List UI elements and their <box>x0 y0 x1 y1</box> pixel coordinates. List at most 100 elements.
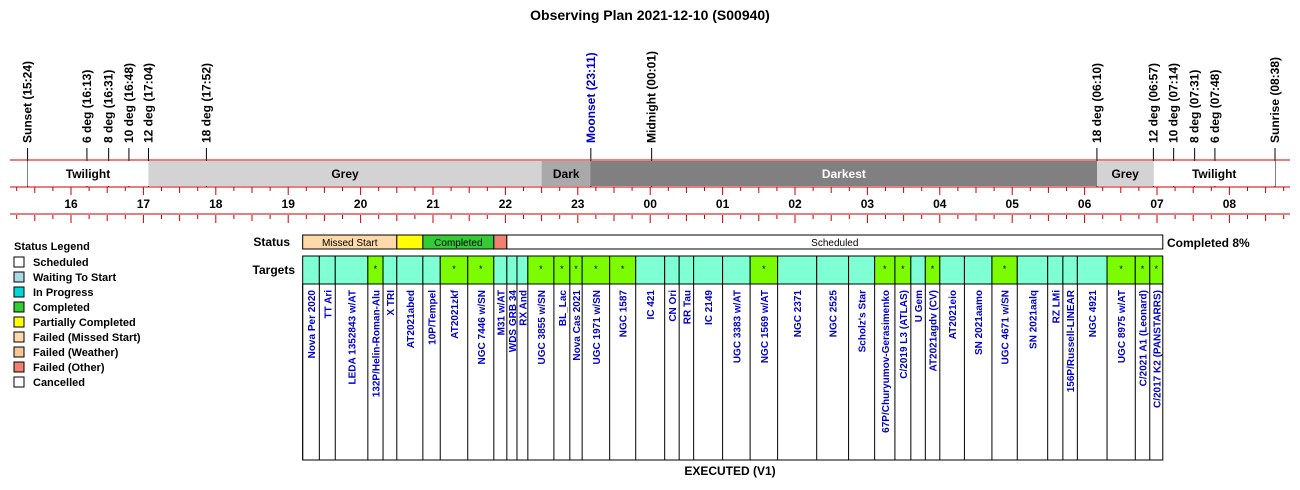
legend-label: Cancelled <box>33 377 85 389</box>
target-name-c-2017-k2-panstarrs[interactable]: C/2017 K2 (PANSTARRS) <box>1152 290 1163 408</box>
target-block-at2021eio[interactable] <box>939 255 965 285</box>
status-segment-unlabeled <box>396 234 424 250</box>
target-name-10p-tempel[interactable]: 10P/Tempel <box>428 290 439 345</box>
target-name-leda-1352843-w-at[interactable]: LEDA 1352843 w/AT <box>348 290 359 384</box>
target-name-scholz-s-star[interactable]: Scholz's Star <box>858 290 869 353</box>
sky-period-grey <box>1096 161 1154 186</box>
event-label-6-deg-16-13: 6 deg (16:13) <box>80 70 94 143</box>
target-done-marker: * <box>1141 264 1145 274</box>
target-name-c-2019-l3-atlas[interactable]: C/2019 L3 (ATLAS) <box>899 290 910 379</box>
legend-swatch-in-progress <box>13 286 25 298</box>
event-label-10-deg-07-14: 10 deg (07:14) <box>1167 63 1181 143</box>
target-block-ngc-2371[interactable] <box>777 255 818 285</box>
target-block-ic-421[interactable] <box>635 255 666 285</box>
target-name-tt-ari[interactable]: TT Ari <box>323 290 334 319</box>
target-name-156p-russell-linear[interactable]: 156P/Russell-LINEAR <box>1066 289 1077 392</box>
target-name-ic-2149[interactable]: IC 2149 <box>704 290 715 325</box>
target-name-67p-churyumov-gerasimenko[interactable]: 67P/Churyumov-Gerasimenko <box>881 290 892 433</box>
target-name-ngc-4921[interactable]: NGC 4921 <box>1088 290 1099 338</box>
target-block-rz-lmi[interactable] <box>1047 255 1064 285</box>
target-block-m31-w-at[interactable] <box>493 255 508 285</box>
target-block-leda-1352843-w-at[interactable] <box>334 255 369 285</box>
target-block-ic-2149[interactable] <box>693 255 724 285</box>
event-label-sunset-15-24: Sunset (15:24) <box>21 61 35 143</box>
target-done-marker: * <box>931 264 935 274</box>
target-block-at2021zkf[interactable] <box>439 255 469 285</box>
targets-row-label: Targets <box>253 263 296 277</box>
target-name-at2021eio[interactable]: AT2021eio <box>948 290 959 339</box>
target-name-ngc-1569-w-at[interactable]: NGC 1569 w/AT <box>760 290 771 363</box>
target-name-ic-421[interactable]: IC 421 <box>646 290 657 320</box>
target-block-scholz-s-star[interactable] <box>848 255 876 285</box>
target-block-wds-grb-34[interactable] <box>506 255 518 285</box>
target-name-c-2021-a1-leonard[interactable]: C/2021 A1 (Leonard) <box>1139 290 1150 386</box>
hour-tick-label: 02 <box>788 197 802 211</box>
sky-period-label: Darkest <box>822 167 866 181</box>
target-block-at2021abed[interactable] <box>396 255 424 285</box>
target-block-ugc-3383-w-at[interactable] <box>722 255 751 285</box>
event-label-8-deg-07-31: 8 deg (07:31) <box>1188 70 1202 143</box>
target-name-sn-2021aamo[interactable]: SN 2021aamo <box>974 290 985 355</box>
target-block-ngc-4921[interactable] <box>1076 255 1108 285</box>
target-name-ngc-2525[interactable]: NGC 2525 <box>829 290 840 338</box>
target-name-m31-w-at[interactable]: M31 w/AT <box>496 290 507 335</box>
hour-tick-label: 06 <box>1078 197 1092 211</box>
legend-swatch-failed-other <box>13 361 25 373</box>
target-done-marker: * <box>901 264 905 274</box>
executed-label: EXECUTED (V1) <box>684 464 775 478</box>
event-label-12-deg-06-57: 12 deg (06:57) <box>1146 63 1160 143</box>
target-name-wds-grb-34[interactable]: WDS GRB 34 <box>508 290 519 353</box>
target-name-ugc-8975-w-at[interactable]: UGC 8975 w/AT <box>1117 290 1128 363</box>
target-name-ngc-7446-w-sn[interactable]: NGC 7446 w/SN <box>477 290 488 364</box>
target-block-u-gem[interactable] <box>910 255 926 285</box>
target-name-at2021abed[interactable]: AT2021abed <box>406 290 417 348</box>
target-name-ugc-3855-w-sn[interactable]: UGC 3855 w/SN <box>537 290 548 364</box>
target-block-ugc-3855-w-sn[interactable] <box>527 255 555 285</box>
target-block-10p-tempel[interactable] <box>422 255 441 285</box>
target-name-at2021agdv-cv[interactable]: AT2021agdv (CV) <box>929 290 940 372</box>
hour-tick-label: 05 <box>1006 197 1020 211</box>
sky-period-label: Dark <box>553 167 580 181</box>
sky-period-label: Grey <box>1111 167 1139 181</box>
sky-period-dark <box>541 161 591 186</box>
target-block-x-tri[interactable] <box>382 255 398 285</box>
target-name-ngc-1587[interactable]: NGC 1587 <box>619 290 630 338</box>
legend-label: Failed (Weather) <box>33 347 119 359</box>
target-name-nova-per-2020[interactable]: Nova Per 2020 <box>307 290 318 359</box>
target-name-at2021zkf[interactable]: AT2021zkf <box>450 289 461 338</box>
target-block-c-2017-k2-panstarrs[interactable] <box>1149 255 1164 285</box>
target-block-sn-2021aalq[interactable] <box>1016 255 1049 285</box>
hour-tick-label: 07 <box>1150 197 1164 211</box>
event-label-18-deg-06-10: 18 deg (06:10) <box>1090 63 1104 143</box>
target-name-x-tri[interactable]: X TRI <box>386 290 397 316</box>
target-name-ugc-3383-w-at[interactable]: UGC 3383 w/AT <box>732 290 743 363</box>
target-name-cn-ori[interactable]: CN Ori <box>668 290 679 322</box>
hour-tick-label: 23 <box>571 197 585 211</box>
target-name-132p-helin-roman-alu[interactable]: 132P/Helin-Roman-Alu <box>371 290 382 397</box>
target-block-nova-per-2020[interactable] <box>302 255 320 285</box>
target-block-ngc-1587[interactable] <box>609 255 637 285</box>
target-name-u-gem[interactable]: U Gem <box>914 290 925 322</box>
target-block-ngc-2525[interactable] <box>816 255 850 285</box>
hour-tick-label: 19 <box>282 197 296 211</box>
target-name-ugc-4671-w-sn[interactable]: UGC 4671 w/SN <box>1001 290 1012 364</box>
target-block-sn-2021aamo[interactable] <box>963 255 993 285</box>
target-name-sn-2021aalq[interactable]: SN 2021aalq <box>1028 290 1039 349</box>
target-block-156p-russell-linear[interactable] <box>1062 255 1078 285</box>
target-block-rr-tau[interactable] <box>678 255 695 285</box>
target-name-rr-tau[interactable]: RR Tau <box>682 290 693 324</box>
legend-swatch-failed-weather <box>13 346 25 358</box>
legend-title: Status Legend <box>14 241 90 253</box>
target-name-rz-lmi[interactable]: RZ LMi <box>1051 290 1062 324</box>
target-name-bl-lac[interactable]: BL_Lac <box>558 290 569 327</box>
target-name-rx-and[interactable]: RX And <box>518 290 529 326</box>
target-name-ugc-1971-w-sn[interactable]: UGC 1971 w/SN <box>592 290 603 364</box>
target-block-ugc-8975-w-at[interactable] <box>1106 255 1136 285</box>
target-block-rx-and[interactable] <box>516 255 529 285</box>
target-block-tt-ari[interactable] <box>318 255 336 285</box>
hour-tick-label: 22 <box>499 197 513 211</box>
target-name-nova-cas-2021[interactable]: Nova Cas 2021 <box>572 290 583 361</box>
target-name-ngc-2371[interactable]: NGC 2371 <box>793 290 804 338</box>
target-block-cn-ori[interactable] <box>664 255 680 285</box>
sky-period-darkest <box>590 161 1097 186</box>
